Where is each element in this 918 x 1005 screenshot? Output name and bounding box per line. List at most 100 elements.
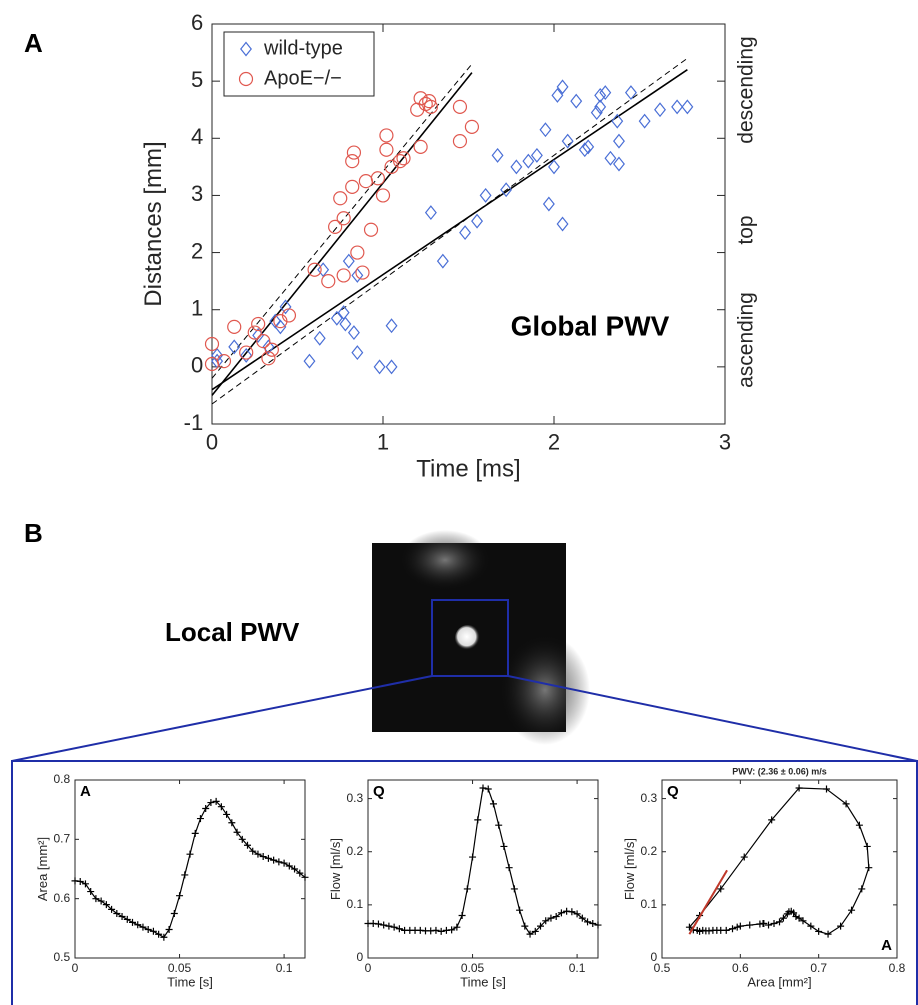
data-marker xyxy=(212,797,220,805)
data-marker xyxy=(479,784,487,792)
data-marker xyxy=(837,922,845,930)
data-marker xyxy=(740,853,748,861)
data-point xyxy=(216,354,232,369)
data-marker xyxy=(170,910,178,917)
data-marker xyxy=(160,933,168,941)
data-point xyxy=(613,133,625,149)
data-point xyxy=(373,359,386,375)
y-tick-label: 6 xyxy=(191,10,203,35)
data-marker xyxy=(776,918,783,926)
y-tick-label: 0.1 xyxy=(347,897,364,911)
fit-line xyxy=(211,63,473,379)
y-axis-label: Distances [mm] xyxy=(140,141,167,306)
plot-frame xyxy=(367,779,599,959)
data-point xyxy=(240,347,253,363)
data-point xyxy=(582,139,595,155)
data-point xyxy=(228,339,241,355)
data-marker xyxy=(484,785,492,793)
data-marker xyxy=(448,926,456,934)
data-point xyxy=(379,128,394,143)
data-point xyxy=(385,318,398,334)
data-marker xyxy=(495,821,503,829)
data-point xyxy=(479,187,492,203)
data-point xyxy=(413,139,428,154)
data-marker xyxy=(207,799,215,807)
data-point xyxy=(375,188,391,203)
data-marker xyxy=(301,873,309,881)
data-point xyxy=(654,102,666,118)
x-tick-label: 0.1 xyxy=(569,961,586,975)
data-point xyxy=(599,85,612,101)
data-marker xyxy=(202,804,210,812)
y-tick-label: 2 xyxy=(191,238,203,263)
corner-label: A xyxy=(881,937,892,954)
data-marker xyxy=(474,816,482,824)
data-point xyxy=(333,191,348,206)
data-marker xyxy=(463,885,471,893)
x-tick-label: 0.05 xyxy=(168,961,192,975)
plot-frame xyxy=(661,779,898,959)
y-axis-label: Flow [ml/s] xyxy=(622,838,637,900)
x-tick-label: 0.7 xyxy=(810,961,827,975)
data-point xyxy=(345,154,360,169)
data-marker xyxy=(531,927,539,935)
data-point xyxy=(355,265,370,280)
data-marker xyxy=(568,908,576,916)
data-marker xyxy=(291,865,299,873)
y-tick-label: 0.1 xyxy=(641,897,658,911)
data-point xyxy=(350,245,365,260)
data-marker xyxy=(432,926,440,934)
data-marker xyxy=(489,800,497,808)
x-axis-label: Area [mm²] xyxy=(747,975,811,990)
plot-frame xyxy=(74,779,306,959)
data-point xyxy=(459,225,472,241)
data-marker xyxy=(280,859,288,867)
data-marker xyxy=(259,853,267,861)
data-point xyxy=(539,122,552,138)
data-point xyxy=(307,262,322,277)
data-marker xyxy=(217,803,225,811)
data-point xyxy=(452,99,468,114)
y-tick-label: 0.2 xyxy=(347,844,364,858)
data-marker xyxy=(505,864,513,872)
data-point xyxy=(424,205,437,221)
data-point xyxy=(336,211,351,226)
data-marker xyxy=(155,930,163,938)
data-marker xyxy=(238,835,246,843)
data-point xyxy=(471,213,484,229)
y-tick-label: 0.5 xyxy=(54,950,71,964)
data-point xyxy=(346,145,362,160)
data-point xyxy=(262,339,275,355)
data-point xyxy=(313,330,326,346)
data-marker xyxy=(795,914,803,922)
y-tick-label: 0.3 xyxy=(347,791,364,805)
data-marker xyxy=(733,923,741,931)
y-tick-label: 0.2 xyxy=(641,844,658,858)
data-marker xyxy=(296,869,304,877)
data-point xyxy=(578,142,591,158)
data-point xyxy=(363,222,379,237)
data-point xyxy=(604,150,617,166)
data-point xyxy=(303,353,316,369)
data-point xyxy=(396,151,411,166)
y-tick-label: -1 xyxy=(184,410,204,435)
data-marker xyxy=(87,888,95,896)
data-marker xyxy=(385,922,393,930)
data-point xyxy=(530,147,543,163)
data-marker xyxy=(191,829,199,837)
data-point xyxy=(385,359,398,375)
data-marker xyxy=(848,906,856,914)
y-tick-label: 0.7 xyxy=(54,832,71,846)
data-marker xyxy=(842,800,850,808)
data-marker xyxy=(779,914,787,922)
data-marker xyxy=(573,910,581,918)
data-point xyxy=(204,336,220,352)
data-point xyxy=(256,334,271,349)
data-marker xyxy=(249,847,257,855)
x-axis-label: Time [s] xyxy=(460,975,506,990)
x-tick-label: 0.5 xyxy=(654,961,671,975)
data-point xyxy=(330,310,343,326)
data-marker xyxy=(458,911,466,919)
data-point xyxy=(556,79,569,95)
